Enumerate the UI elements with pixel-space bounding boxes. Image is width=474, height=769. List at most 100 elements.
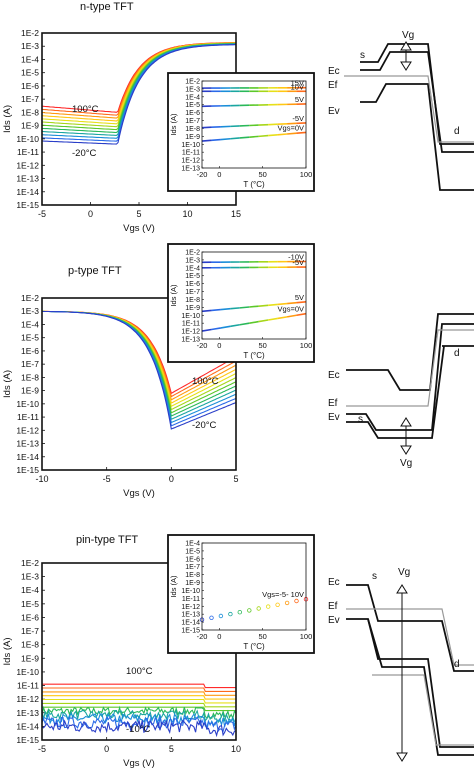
inset-line-segment — [230, 307, 240, 310]
inset-series: 10V — [202, 82, 306, 93]
x-axis-label: Vgs (V) — [123, 488, 155, 499]
conduction-band-2 — [360, 51, 474, 153]
y-tick-label: 1E-4 — [21, 585, 39, 595]
y-tick-label: 1E-10 — [16, 399, 39, 409]
band-label: d — [454, 348, 460, 359]
x-tick-label: 10 — [182, 209, 192, 219]
fermi-level-1 — [346, 608, 474, 666]
inset-line-segment — [268, 303, 278, 307]
inset-line-segment — [249, 320, 259, 324]
inset-y-axis-label: Ids (A) — [169, 113, 178, 136]
inset-y-tick-label: 1E-2 — [185, 79, 200, 86]
inset-y-tick-label: 1E-3 — [185, 257, 200, 264]
inset-y-tick-label: 1E-2 — [185, 250, 200, 257]
inset-x-tick-label: 0 — [217, 632, 221, 641]
panel-title: n-type TFT — [80, 1, 134, 13]
inset-x-axis-label: T (°C) — [243, 180, 265, 189]
inset-line-segment — [268, 133, 278, 137]
y-tick-label: 1E-4 — [21, 319, 39, 329]
conduction-band — [346, 313, 474, 391]
y-axis-label: Ids (A) — [2, 370, 13, 398]
band-label: Vg — [400, 458, 412, 469]
fermi-level-2 — [372, 674, 474, 746]
inset-y-tick-label: 1E-13 — [181, 612, 200, 619]
inset-y-tick-label: 1E-7 — [185, 118, 200, 125]
y-tick-label: 1E-13 — [16, 439, 39, 449]
gate-voltage-arrow — [400, 41, 412, 71]
inset-point — [284, 600, 290, 606]
temperature-curve — [42, 702, 236, 708]
y-tick-label: 1E-15 — [16, 465, 39, 475]
y-tick-label: 1E-15 — [16, 735, 39, 745]
y-tick-label: 1E-8 — [21, 640, 39, 650]
inset-point — [209, 615, 214, 620]
y-tick-label: 1E-3 — [21, 41, 39, 51]
inset-plot-frame — [201, 542, 307, 631]
y-tick-label: 1E-12 — [16, 160, 39, 170]
inset-line-segment — [268, 317, 278, 321]
inset-x-tick-label: 0 — [217, 341, 221, 350]
main-chart: 1E-151E-141E-131E-121E-111E-101E-91E-81E… — [2, 558, 241, 769]
x-tick-label: -5 — [103, 474, 111, 484]
inset-y-tick-label: 1E-8 — [185, 297, 200, 304]
y-tick-label: 1E-4 — [21, 54, 39, 64]
band-label: Ec — [328, 66, 340, 77]
y-tick-label: 1E-5 — [21, 68, 39, 78]
inset-line-segment — [277, 316, 288, 320]
y-tick-label: 1E-13 — [16, 708, 39, 718]
inset-line-segment — [277, 302, 288, 306]
valence-band-2 — [367, 618, 474, 756]
inset-line-segment — [258, 304, 269, 307]
y-tick-label: 1E-9 — [21, 653, 39, 663]
inset-line-segment — [239, 322, 250, 326]
x-tick-label: -10 — [35, 474, 48, 484]
inset-y-tick-label: 1E-8 — [185, 126, 200, 133]
y-tick-label: 1E-9 — [21, 386, 39, 396]
inset-x-axis-label: T (°C) — [243, 351, 265, 360]
x-tick-label: -5 — [38, 209, 46, 219]
band-label: Vg — [402, 30, 414, 41]
y-tick-label: 1E-7 — [21, 359, 39, 369]
valence-band-2 — [346, 345, 445, 439]
inset-x-tick-label: 50 — [258, 341, 266, 350]
inset-series-label: 15V — [291, 79, 304, 88]
x-axis-label: Vgs (V) — [123, 223, 155, 234]
inset-series-label: Vgs=-5- 10V — [262, 590, 304, 599]
y-tick-label: 1E-5 — [21, 333, 39, 343]
inset-line-segment — [201, 328, 212, 332]
inset-series-label: 5V — [295, 293, 304, 302]
y-tick-label: 1E-3 — [21, 306, 39, 316]
y-tick-label: 1E-6 — [21, 612, 39, 622]
inset-chart: 1E-131E-121E-111E-101E-91E-81E-71E-61E-5… — [167, 72, 315, 192]
band-label: Ef — [328, 601, 338, 612]
curve-family — [41, 683, 237, 738]
inset-point — [237, 610, 242, 615]
inset-x-tick-label: 100 — [300, 170, 313, 179]
temperature-curve — [42, 691, 236, 696]
inset-point — [256, 606, 261, 611]
y-tick-label: 1E-7 — [21, 94, 39, 104]
inset-x-tick-label: 100 — [300, 632, 313, 641]
inset-line-segment — [296, 131, 307, 134]
y-tick-label: 1E-7 — [21, 626, 39, 636]
temperature-annotation: 100°C — [192, 376, 219, 387]
inset-line-segment — [258, 319, 269, 323]
x-tick-label: -5 — [38, 744, 46, 754]
band-label: Ef — [328, 398, 338, 409]
inset-line-segment — [211, 138, 221, 142]
y-tick-label: 1E-12 — [16, 694, 39, 704]
inset-line-segment — [211, 327, 222, 331]
inset-frame — [167, 72, 315, 192]
y-tick-label: 1E-13 — [16, 174, 39, 184]
inset-point — [247, 608, 252, 613]
inset-y-tick-label: 1E-9 — [185, 134, 200, 141]
y-tick-label: 1E-6 — [21, 81, 39, 91]
curve-family — [41, 41, 237, 145]
y-tick-label: 1E-11 — [17, 147, 39, 157]
x-tick-label: 0 — [169, 474, 174, 484]
x-tick-label: 5 — [136, 209, 141, 219]
band-label: Ev — [328, 615, 340, 626]
inset-y-tick-label: 1E-5 — [185, 273, 200, 280]
inset-series-label: 10V — [291, 82, 304, 91]
